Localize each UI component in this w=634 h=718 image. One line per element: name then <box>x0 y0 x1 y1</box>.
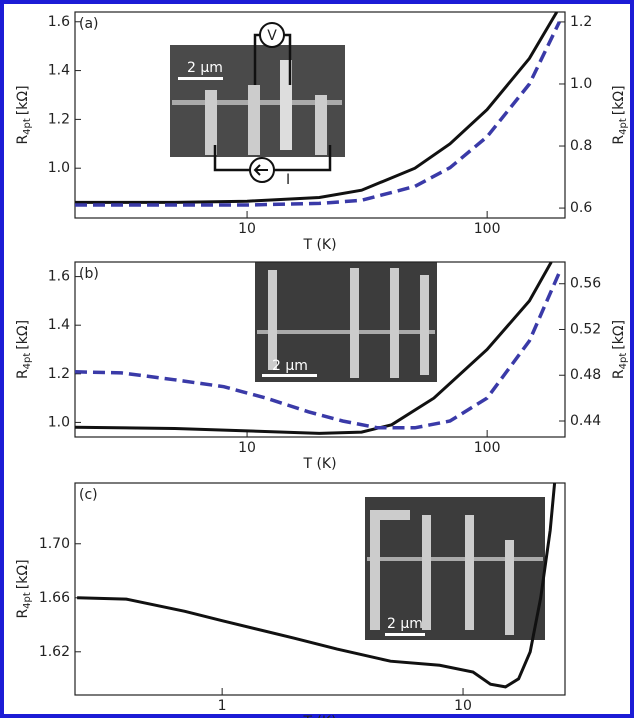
x-tick-label: 10 <box>454 698 472 714</box>
x-tick-label: 100 <box>474 221 501 237</box>
y-tick-label: 1.0 <box>48 414 70 430</box>
y2-tick-label: 0.52 <box>570 321 601 337</box>
series-line <box>77 483 557 689</box>
label-symbol: R <box>611 135 627 145</box>
y-tick-label: 1.62 <box>39 644 70 660</box>
label-symbol: R <box>15 609 31 619</box>
label-unit: [kΩ] <box>15 85 31 115</box>
label-symbol: R <box>15 369 31 379</box>
x-axis-label: T (K) <box>302 714 336 718</box>
x-axis-label: T (K) <box>302 237 336 253</box>
y-tick-label: 1.70 <box>39 536 70 552</box>
label-symbol: R <box>15 135 31 145</box>
label-unit: [kΩ] <box>611 85 627 115</box>
series-line <box>75 271 562 430</box>
inset-label: 2 μm <box>187 60 223 76</box>
panel-label: (b) <box>79 266 99 282</box>
y-tick-label: 1.4 <box>48 63 70 79</box>
inset-label: I <box>286 172 290 188</box>
y2-tick-label: 1.0 <box>570 76 592 92</box>
label-subscript: 4pt <box>22 592 33 609</box>
panel-label: (a) <box>79 16 99 32</box>
x-tick-label: 10 <box>238 221 256 237</box>
y2-tick-label: 0.8 <box>570 138 592 154</box>
label-unit: [kΩ] <box>611 320 627 350</box>
y-tick-label: 1.0 <box>48 160 70 176</box>
inset-label: 2 μm <box>272 358 308 374</box>
y-axis-label: R4pt [kΩ] <box>15 320 33 379</box>
plot-area <box>74 482 566 696</box>
series-line <box>75 21 561 207</box>
panel-label: (c) <box>79 487 98 503</box>
inset-label: 2 μm <box>387 616 423 632</box>
x-tick-label: 1 <box>218 698 227 714</box>
x-tick-label: 100 <box>474 440 501 456</box>
label-unit: [kΩ] <box>15 559 31 589</box>
y2-axis-label: R4pt [kΩ] <box>611 85 629 144</box>
y-tick-label: 1.2 <box>48 111 70 127</box>
y-tick-label: 1.2 <box>48 366 70 382</box>
y-axis-label: R4pt [kΩ] <box>15 85 33 144</box>
label-subscript: 4pt <box>22 353 33 370</box>
y-axis-label: R4pt [kΩ] <box>15 559 33 618</box>
label-symbol: R <box>611 369 627 379</box>
y2-tick-label: 1.2 <box>570 14 592 30</box>
inset-c <box>365 497 545 640</box>
y2-tick-label: 0.48 <box>570 367 601 383</box>
y-tick-label: 1.66 <box>39 590 70 606</box>
plot-area <box>74 11 566 219</box>
series-line <box>75 12 559 204</box>
y2-axis-label: R4pt [kΩ] <box>611 320 629 379</box>
inset-b <box>255 262 437 382</box>
label-subscript: 4pt <box>618 353 629 370</box>
x-axis-label: T (K) <box>302 456 336 472</box>
y2-tick-label: 0.6 <box>570 200 592 216</box>
x-tick-label: 10 <box>238 440 256 456</box>
y2-tick-label: 0.56 <box>570 276 601 292</box>
plot-area <box>74 261 566 438</box>
inset-label: V <box>267 28 277 44</box>
label-subscript: 4pt <box>618 118 629 135</box>
label-subscript: 4pt <box>22 118 33 135</box>
y2-tick-label: 0.44 <box>570 413 601 429</box>
y-tick-label: 1.6 <box>48 14 70 30</box>
inset-a <box>170 22 345 183</box>
y-tick-label: 1.4 <box>48 317 70 333</box>
label-unit: [kΩ] <box>15 320 31 350</box>
y-tick-label: 1.6 <box>48 269 70 285</box>
